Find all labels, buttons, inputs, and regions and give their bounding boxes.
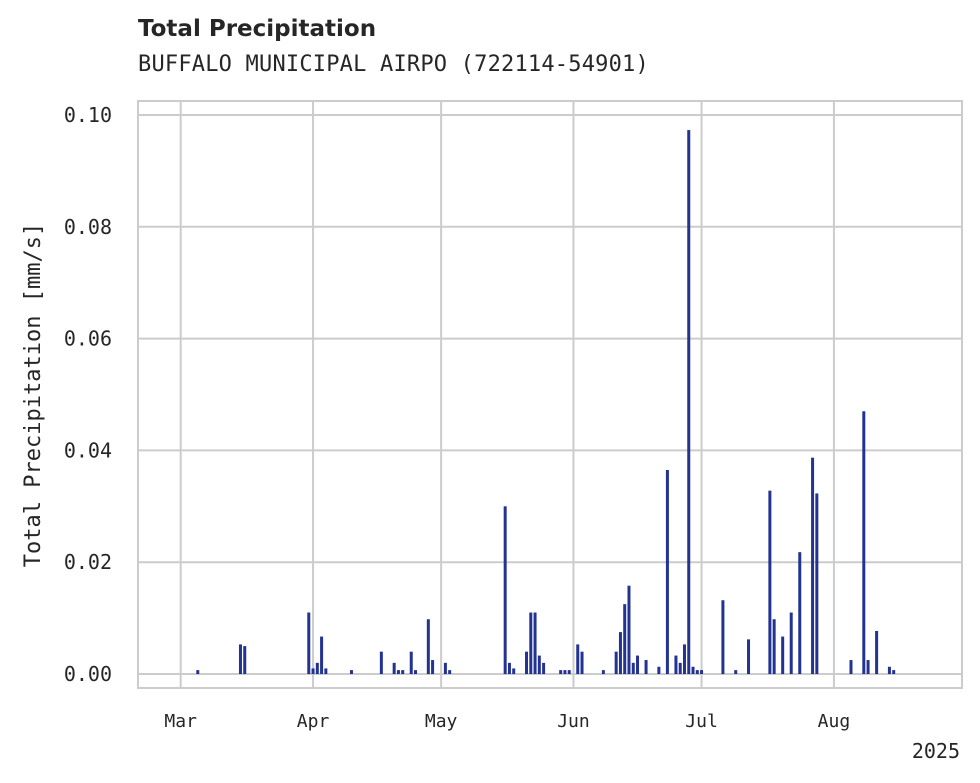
x-tick-label: May [425,711,458,732]
precipitation-bar [781,636,785,675]
precipitation-bar [320,636,324,675]
x-tick-labels: Mar Apr May Jun Jul Aug [164,711,850,732]
precipitation-bar [512,668,516,675]
precipitation-bar [414,670,418,675]
precipitation-bar [379,651,383,675]
precipitation-bar [576,644,580,675]
precipitation-bar [644,660,648,675]
x-tick-label: Jun [557,711,590,732]
precipitation-bar [431,660,435,675]
y-tick-label: 0.08 [64,215,112,239]
precipitation-bar [678,662,682,675]
precipitation-bar [392,662,396,675]
precipitation-bar [409,651,413,675]
precipitation-bar [349,670,353,675]
precipitation-bar [789,612,793,675]
precipitation-bar [307,612,311,675]
precipitation-bar [448,670,452,675]
precipitation-bar [657,666,661,675]
precipitation-bar [567,670,571,675]
y-tick-label: 0.02 [64,550,112,574]
precipitation-bar [614,651,618,675]
x-tick-label: Apr [297,711,330,732]
chart-title: Total Precipitation [138,16,377,42]
precipitation-bar [772,619,776,675]
year-label: 2025 [912,739,960,763]
precipitation-bar [533,612,537,675]
y-tick-labels: 0.00 0.02 0.04 0.06 0.08 0.10 [64,103,112,686]
precipitation-bar [537,655,541,675]
precipitation-bar [627,585,631,675]
x-gridlines [179,101,835,688]
precipitation-bar [525,651,529,675]
precipitation-bar [849,660,853,675]
y-axis-label: Total Precipitation [mm/s] [21,223,46,567]
precipitation-bar [768,490,772,675]
precipitation-bar [862,411,866,675]
precipitation-bar [529,612,533,675]
precipitation-bar [503,506,507,675]
precipitation-bar [507,662,511,675]
precipitation-bar [691,666,695,675]
precipitation-bar [563,670,567,675]
x-tick-label: Mar [164,711,197,732]
precipitation-bar [875,630,879,675]
precipitation-bar [721,600,725,675]
precipitation-bar [542,662,546,675]
precipitation-bar [243,646,247,675]
y-tick-label: 0.06 [64,327,112,351]
y-tick-label: 0.04 [64,438,112,462]
precipitation-bar [892,670,896,675]
x-tick-label: Jul [685,711,718,732]
precipitation-bar [695,670,699,675]
precipitation-bar [682,644,686,675]
precipitation-bar [747,639,751,675]
precipitation-bar [815,493,819,675]
precipitation-bar [559,670,563,675]
precipitation-bar [324,668,328,675]
precipitation-bar [700,670,704,675]
precipitation-bar [687,130,691,675]
precipitation-bar [674,655,678,675]
precipitation-bar [443,662,447,675]
plot-area [137,100,963,689]
chart-subtitle: BUFFALO MUNICIPAL AIRPO (722114-54901) [138,52,649,77]
y-gridlines [138,113,962,676]
x-tick-label: Aug [818,711,851,732]
precipitation-bars [196,130,896,675]
precipitation-bar [196,670,200,675]
precipitation-bar [401,670,405,675]
precipitation-bar [618,632,622,675]
precipitation-bar [396,670,400,675]
precipitation-bar [887,666,891,675]
y-tick-label: 0.00 [64,662,112,686]
precipitation-bar [811,457,815,675]
precipitation-bar [798,552,802,675]
precipitation-bar [665,469,669,675]
precipitation-bar [734,670,738,675]
precipitation-bar [631,662,635,675]
precipitation-bar [636,655,640,675]
precipitation-bar [238,644,242,675]
precipitation-bar [311,668,315,675]
precipitation-bar [580,651,584,675]
precipitation-bar [623,604,627,675]
y-tick-label: 0.10 [64,103,112,127]
precipitation-bar [601,670,605,675]
precipitation-bar [426,619,430,675]
precipitation-bar [866,660,870,675]
precipitation-bar [315,662,319,675]
